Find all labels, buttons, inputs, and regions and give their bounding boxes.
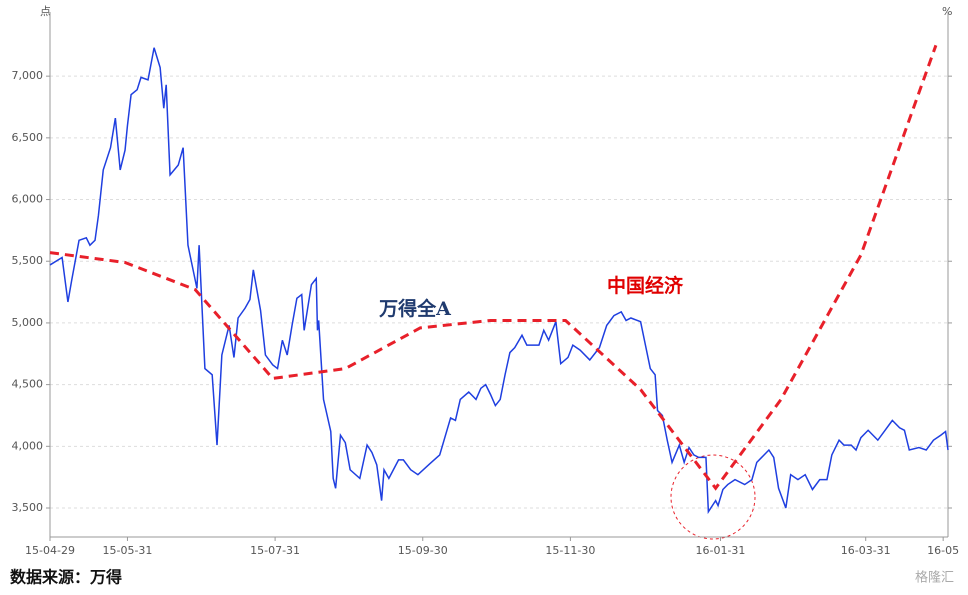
watermark: 格隆汇	[915, 570, 954, 586]
y2-unit: %	[942, 5, 952, 18]
x-tick-label: 15-09-30	[398, 544, 448, 557]
y-unit: 点	[40, 5, 51, 18]
y-tick-label: 3,500	[12, 501, 44, 514]
series-label: 中国经济	[607, 274, 684, 297]
y-tick-label: 7,000	[12, 69, 44, 82]
y-tick-label: 4,000	[12, 439, 44, 452]
y-tick-label: 4,500	[12, 378, 44, 391]
y-tick-label: 5,500	[12, 254, 44, 267]
x-tick-label: 16-05	[927, 544, 959, 557]
x-tick-label: 15-04-29	[25, 544, 75, 557]
series-label: 万得全A	[378, 297, 451, 320]
x-tick-label: 16-01-31	[696, 544, 746, 557]
highlight-circle	[670, 454, 756, 540]
y-tick-label: 6,000	[12, 193, 44, 206]
series-line	[49, 47, 949, 515]
source: 数据来源：万得	[10, 568, 122, 587]
series-line	[49, 44, 938, 491]
x-tick-label: 15-07-31	[250, 544, 300, 557]
x-tick-label: 15-05-31	[102, 544, 152, 557]
x-tick-label: 16-03-31	[841, 544, 891, 557]
y-tick-label: 5,000	[12, 316, 44, 329]
x-tick-label: 15-11-30	[545, 544, 595, 557]
y-tick-label: 6,500	[12, 131, 44, 144]
